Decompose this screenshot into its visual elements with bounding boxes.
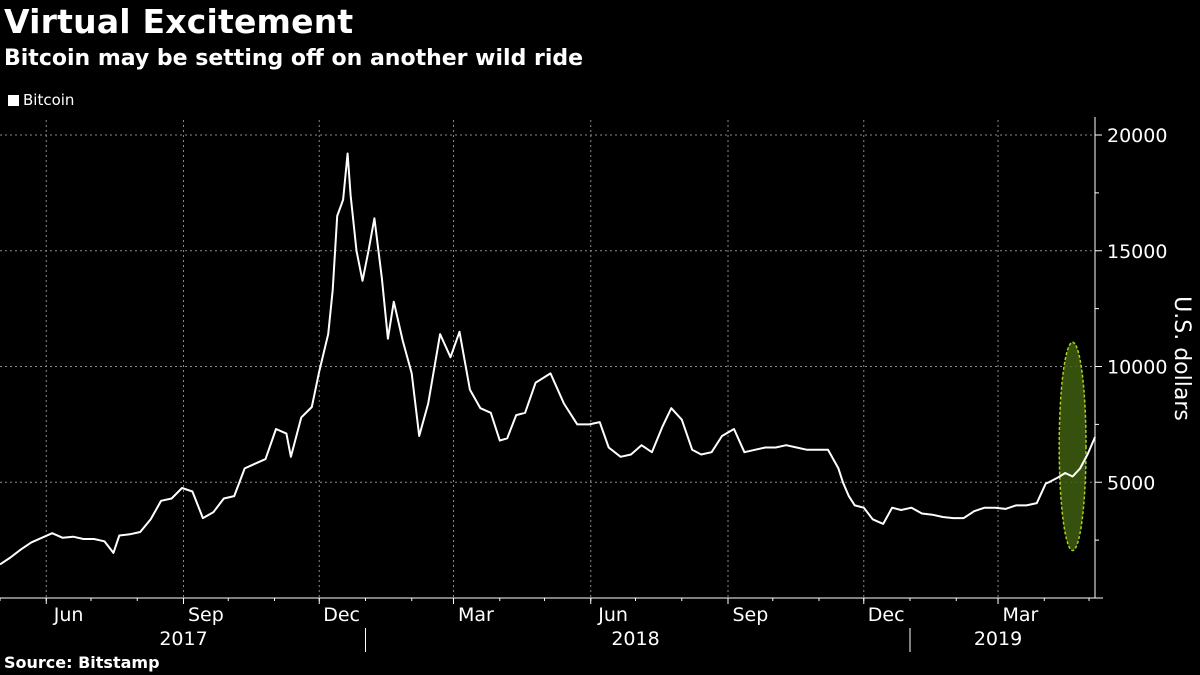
- x-tick-label: Sep: [732, 604, 768, 626]
- x-tick-label: Dec: [868, 604, 905, 626]
- highlight-layer: [1058, 341, 1087, 552]
- x-tick-label: Sep: [188, 604, 224, 626]
- x-tick-label: Mar: [1002, 604, 1038, 626]
- x-tick-label: Dec: [323, 604, 360, 626]
- x-year-label: 2019: [974, 628, 1022, 650]
- x-year-label: 2017: [159, 628, 207, 650]
- x-year-label: 2018: [611, 628, 659, 650]
- legend-swatch: [8, 94, 19, 106]
- y-tick-label: 5000: [1107, 472, 1155, 494]
- chart-subtitle: Bitcoin may be setting off on another wi…: [4, 46, 584, 71]
- highlight-ellipse: [1058, 341, 1087, 552]
- x-tick-label: Jun: [53, 604, 84, 626]
- y-tick-label: 10000: [1107, 357, 1167, 379]
- label-layer: 5000 10000 15000 20000 Jun Sep Dec Mar Jun Sep Dec…: [53, 125, 1194, 650]
- x-tick-label: Jun: [597, 604, 628, 626]
- series-layer: [0, 152, 1096, 566]
- series-line-bitcoin: [0, 152, 1096, 566]
- y-tick-label: 20000: [1107, 125, 1167, 147]
- chart-title: Virtual Excitement: [4, 2, 354, 41]
- y-axis-title: U.S. dollars: [1169, 296, 1194, 421]
- x-tick-label: Mar: [458, 604, 494, 626]
- grid-layer: [0, 120, 1095, 598]
- legend: Bitcoin: [8, 91, 74, 109]
- y-tick-label: 15000: [1107, 241, 1167, 263]
- source-note: Source: Bitstamp: [4, 653, 160, 672]
- axis-layer: [0, 117, 1103, 652]
- legend-label: Bitcoin: [23, 91, 75, 109]
